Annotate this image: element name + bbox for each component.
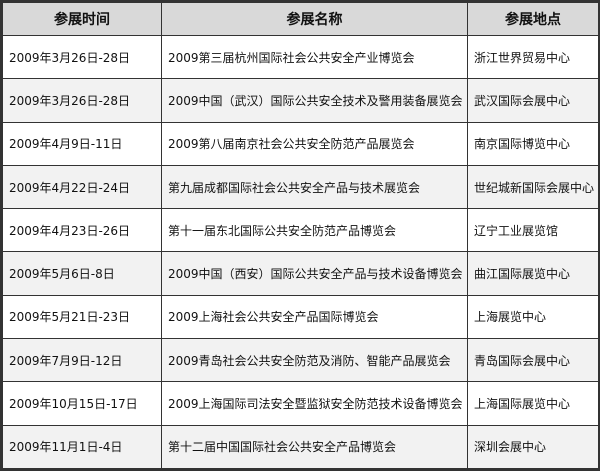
cell-venue: 辽宁工业展览馆 xyxy=(467,208,599,253)
cell-venue: 世纪城新国际会展中心 xyxy=(467,164,599,210)
cell-name: 第十一届东北国际公共安全防范产品博览会 xyxy=(161,208,468,253)
header-date: 参展时间 xyxy=(2,2,162,36)
table-row: 2009年4月22日-24日 第九届成都国际社会公共安全产品与技术展览会 世纪城新国… xyxy=(2,164,599,210)
cell-name: 第十二届中国国际社会公共安全产品博览会 xyxy=(161,424,468,470)
cell-venue: 青岛国际会展中心 xyxy=(467,338,599,383)
cell-venue: 深圳会展中心 xyxy=(467,424,599,470)
cell-venue: 上海国际展览中心 xyxy=(467,381,599,426)
table-row: 2009年7月9日-12日 2009青岛社会公共安全防范及消防、智能产品展览会 青岛… xyxy=(2,338,599,383)
cell-name: 2009中国（西安）国际公共安全产品与技术设备博览会 xyxy=(161,251,468,296)
header-venue: 参展地点 xyxy=(467,2,599,36)
table-row: 2009年3月26日-28日 2009第三届杭州国际社会公共安全产业博览会 浙江世界… xyxy=(2,34,599,80)
cell-date: 2009年10月15日-17日 xyxy=(2,381,162,426)
cell-name: 2009上海社会公共安全产品国际博览会 xyxy=(161,294,468,340)
cell-name: 2009中国（武汉）国际公共安全技术及警用装备展览会 xyxy=(161,78,468,123)
cell-venue: 南京国际博览中心 xyxy=(467,121,599,166)
cell-name: 2009上海国际司法安全暨监狱安全防范技术设备博览会 xyxy=(161,381,468,426)
cell-name: 2009青岛社会公共安全防范及消防、智能产品展览会 xyxy=(161,338,468,383)
table-row: 2009年4月9日-11日 2009第八届南京社会公共安全防范产品展览会 南京国际博… xyxy=(2,121,599,166)
cell-venue: 武汉国际会展中心 xyxy=(467,78,599,123)
header-name: 参展名称 xyxy=(161,2,468,36)
header-row: 参展时间 参展名称 参展地点 xyxy=(2,2,599,36)
cell-name: 2009第八届南京社会公共安全防范产品展览会 xyxy=(161,121,468,166)
cell-date: 2009年7月9日-12日 xyxy=(2,338,162,383)
table-row: 2009年5月6日-8日 2009中国（西安）国际公共安全产品与技术设备博览会 曲江… xyxy=(2,251,599,296)
cell-date: 2009年11月1日-4日 xyxy=(2,424,162,470)
table-row: 2009年5月21日-23日 2009上海社会公共安全产品国际博览会 上海展览中心 xyxy=(2,294,599,340)
cell-date: 2009年5月6日-8日 xyxy=(2,251,162,296)
cell-date: 2009年4月23日-26日 xyxy=(2,208,162,253)
cell-name: 第九届成都国际社会公共安全产品与技术展览会 xyxy=(161,164,468,210)
table-row: 2009年4月23日-26日 第十一届东北国际公共安全防范产品博览会 辽宁工业展览馆 xyxy=(2,208,599,253)
cell-date: 2009年3月26日-28日 xyxy=(2,78,162,123)
cell-date: 2009年5月21日-23日 xyxy=(2,294,162,340)
table-row: 2009年3月26日-28日 2009中国（武汉）国际公共安全技术及警用装备展览会… xyxy=(2,78,599,123)
cell-venue: 曲江国际展览中心 xyxy=(467,251,599,296)
cell-date: 2009年3月26日-28日 xyxy=(2,34,162,80)
cell-date: 2009年4月22日-24日 xyxy=(2,164,162,210)
cell-name: 2009第三届杭州国际社会公共安全产业博览会 xyxy=(161,34,468,80)
cell-venue: 上海展览中心 xyxy=(467,294,599,340)
cell-venue: 浙江世界贸易中心 xyxy=(467,34,599,80)
table-row: 2009年10月15日-17日 2009上海国际司法安全暨监狱安全防范技术设备博览… xyxy=(2,381,599,426)
table-row: 2009年11月1日-4日 第十二届中国国际社会公共安全产品博览会 深圳会展中心 xyxy=(2,424,599,470)
cell-date: 2009年4月9日-11日 xyxy=(2,121,162,166)
